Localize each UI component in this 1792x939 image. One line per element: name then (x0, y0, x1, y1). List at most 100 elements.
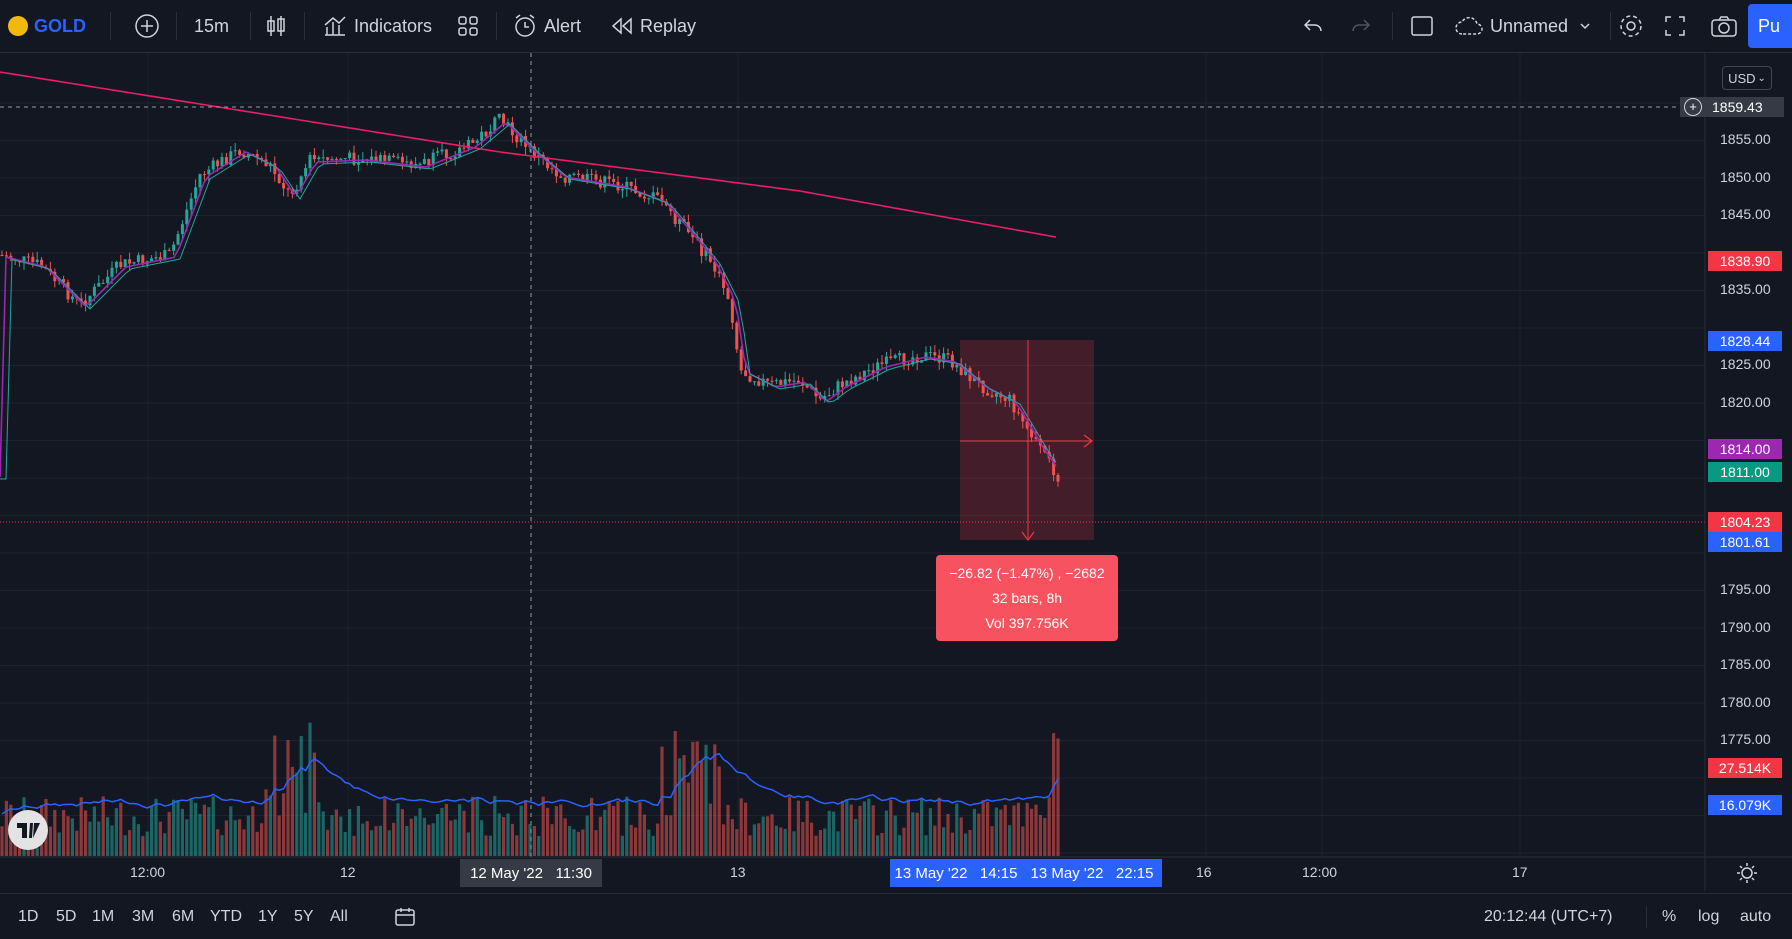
grid-icon (458, 16, 478, 36)
fullscreen-button[interactable] (1664, 0, 1686, 52)
replay-button[interactable]: Replay (610, 0, 696, 52)
range-button-1y[interactable]: 1Y (258, 907, 278, 925)
gear-icon (1620, 15, 1642, 37)
currency-label: USD (1728, 70, 1756, 86)
range-button-3m[interactable]: 3M (132, 907, 155, 925)
publish-button[interactable]: Pu (1748, 4, 1792, 48)
camera-icon (1711, 16, 1737, 37)
alert-label: Alert (544, 15, 582, 36)
price-tick: 1835.00 (1720, 281, 1771, 297)
settings-button[interactable] (1618, 0, 1644, 52)
indicators-button[interactable]: Indicators (322, 0, 432, 52)
measure-arrow-right (1083, 434, 1093, 448)
ma-red-price-label: 1838.90 (1708, 251, 1782, 271)
price-tick: 1855.00 (1720, 131, 1771, 147)
clock[interactable]: 20:12:44 (UTC+7) (1484, 894, 1613, 939)
add-plus-icon[interactable]: + (1684, 98, 1702, 116)
price-tick: 1785.00 (1720, 656, 1771, 672)
ma-red-price-value: 1838.90 (1719, 253, 1771, 269)
time-tick: 12 (340, 864, 356, 880)
gold-logo-icon (8, 16, 28, 36)
last-price-value: 1804.23 (1719, 514, 1771, 530)
range-low-value: 1801.61 (1719, 534, 1771, 550)
ma-red-line (0, 71, 1057, 238)
range-button-ytd[interactable]: YTD (210, 907, 242, 925)
redo-icon (1352, 19, 1371, 32)
symbol-search[interactable]: GOLD (8, 0, 86, 52)
measure-bars: 32 bars, 8h (991, 589, 1063, 606)
plus-circle-icon (135, 14, 159, 38)
auto-toggle[interactable]: auto (1740, 894, 1771, 939)
range-high-value: 1828.44 (1719, 333, 1771, 349)
range-button-1d[interactable]: 1D (18, 907, 39, 925)
price-tick: 1820.00 (1720, 394, 1771, 410)
range-end-value: 13 May '22 22:15 (1030, 864, 1154, 882)
crosshair-time-value: 12 May '22 11:30 (470, 864, 592, 882)
range-start-value: 13 May '22 14:15 (894, 864, 1018, 882)
fullscreen-icon (1665, 16, 1685, 36)
tradingview-logo-icon (8, 810, 48, 850)
time-tick: 16 (1196, 864, 1212, 880)
last-price-label: 1804.23 (1708, 512, 1782, 532)
volume-label: 27.514K (1708, 758, 1782, 778)
price-tick: 1790.00 (1720, 619, 1771, 635)
range-button-all[interactable]: All (330, 907, 348, 925)
templates-button[interactable] (456, 0, 480, 52)
compare-button[interactable] (134, 0, 160, 52)
publish-label: Pu (1758, 15, 1781, 36)
crosshair-time-label: 12 May '22 11:30 (460, 859, 602, 887)
price-tick: 1775.00 (1720, 731, 1771, 747)
symbol-label: GOLD (34, 15, 86, 36)
clock-value: 20:12:44 (UTC+7) (1484, 907, 1613, 925)
time-tick: 13 (730, 864, 746, 880)
ma-green-price-value: 1811.00 (1720, 464, 1770, 480)
log-label: log (1698, 907, 1720, 925)
price-tick: 1825.00 (1720, 356, 1771, 372)
ma-purple-price-label: 1814.00 (1708, 439, 1782, 459)
alert-button[interactable]: Alert (512, 0, 581, 52)
redo-button[interactable] (1350, 0, 1372, 52)
candlesticks (0, 112, 1060, 487)
snapshot-button[interactable] (1710, 0, 1738, 52)
ma-green-price-label: 1811.00 (1708, 462, 1782, 482)
volume-bars (0, 722, 1060, 856)
auto-label: auto (1740, 907, 1772, 925)
percent-label: % (1662, 907, 1677, 925)
bottom-toolbar: 1D 5D 1M 3M 6M YTD 1Y 5Y All 20:12:44 (UTC+7) % … (0, 893, 1792, 939)
crosshair-price-label: + 1859.43 (1680, 97, 1784, 117)
price-tick: 1845.00 (1720, 206, 1771, 222)
layout-button[interactable] (1410, 0, 1434, 52)
range-button-6m[interactable]: 6M (172, 907, 195, 925)
undo-icon (1303, 19, 1322, 32)
sun-icon (1737, 863, 1757, 883)
chart-type-button[interactable] (264, 0, 288, 52)
ma-purple-line (0, 122, 1057, 478)
log-toggle[interactable]: log (1698, 894, 1719, 939)
interval-button[interactable]: 15m (194, 0, 229, 52)
chevron-down-icon: ⌄ (1757, 72, 1766, 84)
range-button-5d[interactable]: 5D (56, 907, 77, 925)
date-range-button[interactable] (394, 894, 418, 939)
measure-range-shade (960, 340, 1094, 540)
range-button-5y[interactable]: 5Y (294, 907, 314, 925)
time-tick: 12:00 (130, 864, 166, 880)
price-chart[interactable] (0, 53, 1792, 891)
measure-volume: Vol 397.756K (985, 614, 1069, 631)
volume-value: 27.514K (1718, 760, 1772, 776)
indicators-label: Indicators (354, 15, 433, 36)
range-end-label: 13 May '22 22:15 (1022, 859, 1162, 887)
range-button-1m[interactable]: 1M (92, 907, 115, 925)
range-high-label: 1828.44 (1708, 331, 1782, 351)
chart-grid (0, 53, 1705, 857)
alarm-clock-icon (515, 14, 535, 37)
percent-toggle[interactable]: % (1662, 894, 1676, 939)
currency-selector[interactable]: USD ⌄ (1722, 66, 1772, 90)
price-tick: 1795.00 (1720, 581, 1771, 597)
time-axis-settings-button[interactable] (1736, 862, 1758, 884)
save-layout-button[interactable]: Unnamed (1454, 0, 1592, 52)
undo-button[interactable] (1302, 0, 1324, 52)
candles-icon (267, 16, 285, 36)
range-low-label: 1801.61 (1708, 532, 1782, 552)
price-tick: 1780.00 (1720, 694, 1771, 710)
volume-ma-label: 16.079K (1708, 795, 1782, 815)
